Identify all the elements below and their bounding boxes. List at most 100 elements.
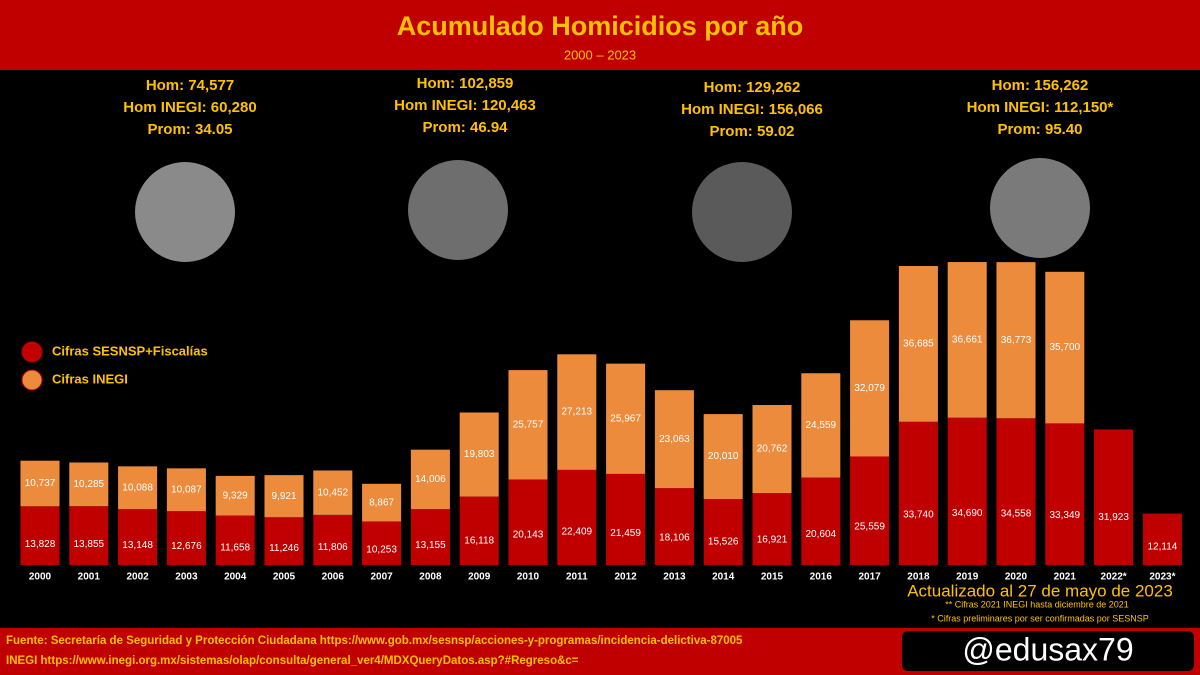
value-label: 31,923 <box>1098 512 1129 523</box>
bar <box>703 499 743 565</box>
value-label: 15,526 <box>708 537 739 548</box>
legend-label: Cifras SESNSP+Fiscalías <box>52 343 208 358</box>
x-tick-label: 2000 <box>29 572 52 583</box>
portrait <box>408 160 508 260</box>
value-label: 20,010 <box>708 451 739 462</box>
president-annotation: Hom INEGI: 156,066 <box>681 101 823 118</box>
bar <box>410 509 450 565</box>
value-label: 9,921 <box>271 491 296 502</box>
value-label: 33,740 <box>903 509 934 520</box>
value-label: 8,867 <box>369 497 394 508</box>
value-label: 36,685 <box>903 338 934 349</box>
x-tick-label: 2017 <box>858 572 881 583</box>
bar <box>20 506 60 565</box>
source: INEGI https://www.inegi.org.mx/sistemas/… <box>6 655 579 667</box>
x-tick-label: 2004 <box>224 572 247 583</box>
bar <box>752 493 792 565</box>
bar <box>850 320 890 457</box>
value-label: 20,604 <box>806 529 837 540</box>
value-label: 25,967 <box>610 413 641 424</box>
x-tick-label: 2005 <box>273 572 296 583</box>
bar <box>20 460 60 507</box>
x-tick-label: 2001 <box>78 572 101 583</box>
bar <box>557 469 597 565</box>
value-label: 25,757 <box>513 419 544 430</box>
president-annotation: Hom INEGI: 120,463 <box>394 97 536 114</box>
bar <box>850 456 890 565</box>
x-tick-label: 2007 <box>370 572 393 583</box>
x-tick-label: 2011 <box>566 572 588 583</box>
bar <box>801 477 841 565</box>
x-tick-label: 2013 <box>663 572 686 583</box>
president-annotation: Hom: 129,262 <box>704 79 801 96</box>
bar <box>166 511 206 565</box>
value-label: 12,676 <box>171 541 202 552</box>
portraits <box>135 158 1090 262</box>
x-tick-label: 2021 <box>1054 572 1077 583</box>
value-label: 24,559 <box>806 420 837 431</box>
portrait <box>990 158 1090 258</box>
value-label: 14,006 <box>415 474 446 485</box>
value-label: 21,459 <box>610 528 641 539</box>
value-label: 12,114 <box>1147 542 1177 553</box>
value-label: 20,762 <box>757 444 788 455</box>
value-label: 33,349 <box>1050 510 1081 521</box>
x-tick-label: 2009 <box>468 572 491 583</box>
bar <box>996 418 1036 565</box>
value-label: 13,828 <box>25 539 56 550</box>
x-tick-label: 2023* <box>1149 572 1175 583</box>
portrait <box>135 162 235 262</box>
value-label: 36,661 <box>952 335 983 346</box>
president-annotation: Prom: 59.02 <box>709 123 794 140</box>
bar <box>752 404 792 494</box>
bar <box>801 373 841 478</box>
value-label: 18,106 <box>659 533 690 544</box>
x-tick-label: 2020 <box>1005 572 1028 583</box>
president-annotation: Hom: 156,262 <box>992 77 1089 94</box>
value-label: 20,143 <box>513 530 544 541</box>
header-band <box>0 0 1200 70</box>
value-label: 34,690 <box>952 508 983 519</box>
bar <box>508 479 548 565</box>
president-annotation: Hom INEGI: 60,280 <box>123 99 256 116</box>
bar <box>606 363 646 474</box>
updated-note: Actualizado al 27 de mayo de 2023 <box>907 581 1173 600</box>
value-label: 19,803 <box>464 449 495 460</box>
bar <box>264 475 304 518</box>
president-annotation: Hom INEGI: 112,150* <box>967 99 1114 116</box>
x-tick-label: 2022* <box>1101 572 1127 583</box>
footnote: * Cifras preliminares por ser confirmada… <box>931 613 1149 623</box>
x-tick-label: 2003 <box>175 572 198 583</box>
legend-swatch <box>21 341 43 363</box>
portrait <box>692 162 792 262</box>
x-tick-label: 2015 <box>761 572 784 583</box>
bar <box>69 506 109 565</box>
bar <box>654 488 694 565</box>
value-label: 10,285 <box>74 479 105 490</box>
value-label: 32,079 <box>854 383 885 394</box>
x-tick-label: 2006 <box>322 572 345 583</box>
chart-title: Acumulado Homicidios por año <box>397 11 804 41</box>
bar <box>313 470 353 515</box>
bar <box>898 421 938 565</box>
x-tick-label: 2019 <box>956 572 979 583</box>
value-label: 11,246 <box>269 543 299 554</box>
value-label: 36,773 <box>1001 335 1032 346</box>
value-label: 23,063 <box>659 434 690 445</box>
bar <box>459 412 499 497</box>
president-annotation: Prom: 46.94 <box>422 119 508 136</box>
bar <box>410 449 450 510</box>
value-label: 34,558 <box>1001 508 1032 519</box>
value-label: 27,213 <box>562 407 593 418</box>
bar <box>313 514 353 565</box>
bar <box>703 414 743 500</box>
x-tick-label: 2018 <box>907 572 930 583</box>
bar <box>508 370 548 480</box>
president-annotation: Prom: 95.40 <box>997 121 1082 138</box>
bar <box>362 521 402 565</box>
value-label: 10,088 <box>122 482 153 493</box>
legend-swatch <box>21 369 43 391</box>
bar <box>654 390 694 489</box>
bar <box>1045 271 1085 424</box>
